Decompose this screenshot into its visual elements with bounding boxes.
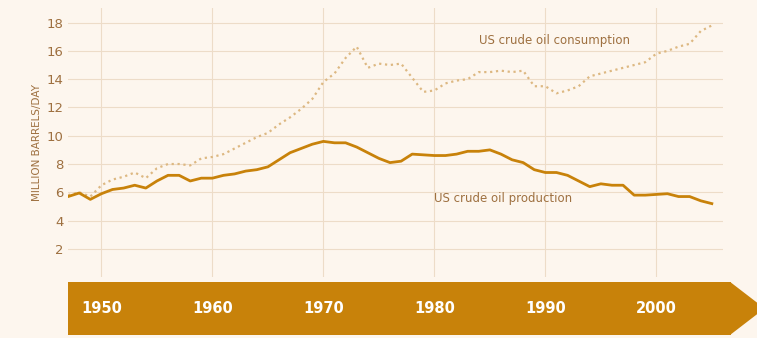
Text: 1950: 1950 <box>81 301 122 316</box>
Text: 2000: 2000 <box>636 301 677 316</box>
Text: US crude oil consumption: US crude oil consumption <box>478 34 630 47</box>
Text: 1990: 1990 <box>525 301 565 316</box>
Bar <box>68 282 731 335</box>
Text: 1960: 1960 <box>192 301 233 316</box>
Text: US crude oil production: US crude oil production <box>435 192 572 205</box>
Text: 1970: 1970 <box>303 301 344 316</box>
Y-axis label: MILLION BARRELS/DAY: MILLION BARRELS/DAY <box>32 84 42 201</box>
Text: 1980: 1980 <box>414 301 455 316</box>
Polygon shape <box>731 282 757 335</box>
